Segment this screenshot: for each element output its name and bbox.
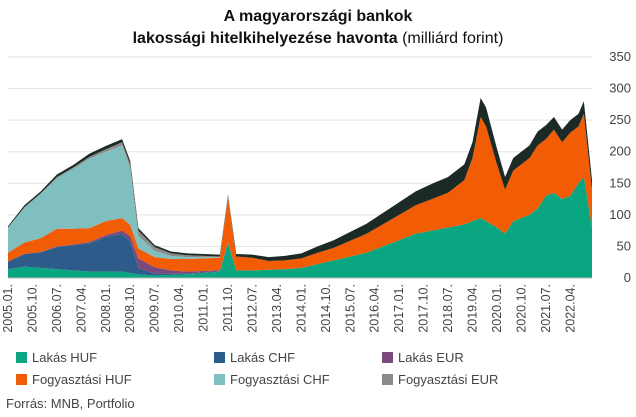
y-axis: 0 50 100 150 200 250 300 350 xyxy=(609,49,631,285)
legend-item: Lakás EUR xyxy=(382,349,464,367)
x-tick-label: 2011.10. xyxy=(221,284,235,332)
y-tick-label: 50 xyxy=(617,238,631,253)
legend-label: Lakás HUF xyxy=(32,350,98,365)
legend: Lakás HUF Lakás CHF Lakás EUR Fogyasztás… xyxy=(16,349,616,389)
legend-label: Lakás EUR xyxy=(398,350,464,365)
legend-item: Lakás CHF xyxy=(214,349,295,367)
x-tick-label: 2015.07. xyxy=(343,284,357,333)
legend-swatch xyxy=(214,374,225,385)
title-line-2-bold: lakossági hitelkihelyezése havonta xyxy=(132,30,398,47)
legend-swatch xyxy=(16,352,27,363)
y-tick-label: 200 xyxy=(609,144,631,159)
source-note: Forrás: MNB, Portfolio xyxy=(6,396,135,411)
legend-item: Lakás HUF xyxy=(16,349,97,367)
legend-item: Fogyasztási HUF xyxy=(16,371,132,389)
legend-label: Fogyasztási CHF xyxy=(230,372,330,387)
x-tick-label: 2017.01. xyxy=(392,284,406,333)
title-line-1: A magyarországi bankok xyxy=(0,6,636,28)
x-tick-label: 2008.10. xyxy=(123,284,137,333)
legend-label: Fogyasztási HUF xyxy=(32,372,132,387)
area-fogy-huf xyxy=(8,113,592,272)
title-line-1-text: A magyarországi bankok xyxy=(223,8,413,25)
x-tick-label: 2013.04. xyxy=(270,284,284,333)
chart-title: A magyarországi bankok lakossági hitelki… xyxy=(0,6,636,50)
legend-label: Lakás CHF xyxy=(230,350,296,365)
y-tick-label: 350 xyxy=(609,49,631,64)
x-tick-label: 2012.07. xyxy=(245,284,259,333)
x-tick-label: 2014.10. xyxy=(319,284,333,333)
x-tick-label: 2007.04. xyxy=(74,284,88,333)
x-tick-label: 2011.01. xyxy=(197,284,211,332)
x-tick-label: 2020.01. xyxy=(490,284,504,333)
x-tick-label: 2020.10. xyxy=(514,284,528,333)
x-tick-label: 2016.04. xyxy=(368,284,382,333)
legend-swatch xyxy=(214,352,225,363)
x-tick-label: 2005.10. xyxy=(25,284,39,333)
legend-swatch xyxy=(16,374,27,385)
x-tick-label: 2005.01. xyxy=(1,284,15,333)
x-tick-label: 2006.07. xyxy=(50,284,64,333)
x-tick-label: 2021.07. xyxy=(539,284,553,333)
area-series xyxy=(8,98,592,278)
legend-swatch xyxy=(382,374,393,385)
y-tick-label: 100 xyxy=(609,207,631,222)
legend-item: Fogyasztási EUR xyxy=(382,371,498,389)
x-tick-label: 2022.04. xyxy=(563,284,577,333)
x-tick-label: 2014.01. xyxy=(294,284,308,333)
y-tick-label: 300 xyxy=(609,81,631,96)
title-line-2-unit: (milliárd forint) xyxy=(402,30,504,47)
area-lakas-huf xyxy=(8,176,592,278)
y-tick-label: 150 xyxy=(609,175,631,190)
y-tick-label: 250 xyxy=(609,112,631,127)
x-tick-label: 2019.04. xyxy=(465,284,479,333)
x-tick-label: 2009.07. xyxy=(148,284,162,333)
area-fogy-chf xyxy=(8,113,592,261)
area-lakas-chf xyxy=(8,176,592,276)
legend-label: Fogyasztási EUR xyxy=(398,372,499,387)
legend-swatch xyxy=(382,352,393,363)
x-tick-label: 2018.07. xyxy=(441,284,455,333)
x-tick-label: 2008.01. xyxy=(99,284,113,333)
x-tick-label: 2010.04. xyxy=(172,284,186,333)
x-axis: 2005.01. 2005.10. 2006.07. 2007.04. 2008.01.… xyxy=(1,277,592,333)
title-line-2: lakossági hitelkihelyezése havonta (mill… xyxy=(0,28,636,50)
x-tick-label: 2017.10. xyxy=(417,284,431,333)
legend-item: Fogyasztási CHF xyxy=(214,371,330,389)
y-tick-label: 0 xyxy=(624,270,631,285)
